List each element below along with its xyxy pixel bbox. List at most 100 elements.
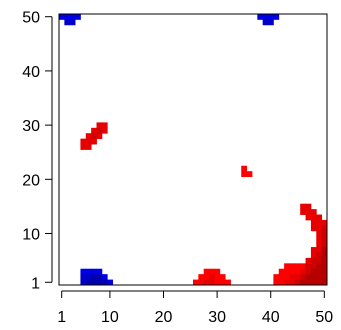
- heatmap-cell: [96, 127, 103, 134]
- heatmap-cell: [310, 247, 317, 253]
- heatmap-cell: [284, 279, 290, 286]
- heatmap-cell: [273, 279, 280, 286]
- heatmap-cell: [289, 274, 296, 280]
- heatmap-cell: [107, 279, 113, 286]
- heatmap-cell: [316, 274, 323, 280]
- y-tick-label: 1: [31, 275, 40, 292]
- heatmap-cell: [321, 236, 328, 243]
- heatmap-cell: [321, 230, 328, 237]
- heatmap-cell: [300, 203, 306, 210]
- heatmap-cell: [203, 279, 210, 286]
- heatmap-cell: [316, 257, 323, 264]
- heatmap-cell: [321, 268, 328, 275]
- heatmap-cell: [316, 247, 323, 253]
- heatmap-cell: [284, 268, 290, 275]
- heatmap-cell: [305, 263, 312, 270]
- heatmap-cell: [69, 14, 76, 20]
- heatmap-cell: [101, 274, 108, 280]
- heatmap-cell: [80, 279, 87, 286]
- heatmap-cell: [59, 14, 65, 20]
- heatmap-cell: [321, 274, 328, 280]
- x-tick-label: 30: [208, 309, 226, 326]
- heatmap-cell: [101, 279, 108, 286]
- heatmap-cell: [85, 274, 92, 280]
- heatmap-cell: [80, 268, 87, 275]
- heatmap-cell: [80, 138, 87, 145]
- heatmap-cell: [284, 263, 290, 270]
- heatmap-cell: [96, 133, 103, 140]
- heatmap-cell: [198, 274, 205, 280]
- heatmap-cell: [96, 274, 103, 280]
- heatmap-cell: [85, 279, 92, 286]
- heatmap-cell: [310, 279, 317, 286]
- heatmap-cells: [59, 14, 328, 286]
- heatmap-cell: [321, 263, 328, 270]
- heatmap-cell: [310, 225, 317, 232]
- y-tick-label: 40: [22, 64, 40, 81]
- heatmap-cell: [85, 133, 92, 140]
- heatmap-cell: [305, 274, 312, 280]
- heatmap-cell: [316, 225, 323, 232]
- heatmap-cell: [262, 19, 269, 26]
- y-tick-label: 20: [22, 172, 40, 189]
- heatmap-cell: [96, 122, 103, 129]
- heatmap-cell: [225, 279, 231, 286]
- heatmap-cell: [316, 219, 323, 226]
- x-tick-label: 1: [57, 309, 66, 326]
- heatmap-cell: [214, 274, 221, 280]
- heatmap-cell: [300, 268, 306, 275]
- heatmap-cell: [101, 127, 108, 134]
- heatmap-cell: [310, 263, 317, 270]
- heatmap-cell: [305, 279, 312, 286]
- heatmap-cell: [321, 225, 328, 232]
- heatmap-cell: [219, 279, 226, 286]
- heatmap-cell: [75, 14, 81, 20]
- heatmap-cell: [257, 14, 264, 20]
- heatmap-cell: [305, 214, 312, 221]
- heatmap-cell: [321, 247, 328, 253]
- heatmap-cell: [294, 268, 301, 275]
- y-axis: 1 10 20 30 40 50: [22, 10, 53, 292]
- heatmap-cell: [321, 279, 328, 286]
- heatmap-cell: [300, 279, 306, 286]
- heatmap-cell: [305, 268, 312, 275]
- x-axis: 1 10 20 30 40 50: [57, 290, 333, 326]
- plot-frame: [58, 13, 328, 286]
- heatmap-cell: [316, 236, 323, 243]
- heatmap-cell: [219, 274, 226, 280]
- heatmap-cell: [96, 279, 103, 286]
- heatmap-cell: [289, 279, 296, 286]
- heatmap-cell: [310, 257, 317, 264]
- x-tick-label: 50: [315, 309, 333, 326]
- heatmap-cell: [91, 138, 97, 145]
- heatmap-cell: [203, 268, 210, 275]
- heatmap-cell: [305, 257, 312, 264]
- heatmap-cell: [91, 127, 97, 134]
- heatmap-cell: [85, 268, 92, 275]
- heatmap-cell: [310, 219, 317, 226]
- heatmap-cell: [316, 214, 323, 221]
- heatmap-cell: [284, 274, 290, 280]
- heatmap-cell: [268, 19, 274, 26]
- heatmap-cell: [294, 279, 301, 286]
- x-tick-label: 40: [262, 309, 280, 326]
- heatmap-cell: [300, 209, 306, 215]
- x-tick-label: 20: [155, 309, 173, 326]
- y-tick-label: 10: [22, 227, 40, 244]
- heatmap-cell: [273, 274, 280, 280]
- heatmap-cell: [321, 257, 328, 264]
- heatmap-cell: [80, 274, 87, 280]
- heatmap-cell: [268, 14, 274, 20]
- heatmap-cell: [310, 209, 317, 215]
- heatmap-cell: [262, 14, 269, 20]
- heatmap-cell: [316, 263, 323, 270]
- heatmap-cell: [64, 14, 71, 20]
- heatmap-cell: [193, 279, 199, 286]
- heatmap-cell: [310, 252, 317, 259]
- heatmap-cell: [241, 165, 247, 172]
- heatmap-cell: [273, 14, 280, 20]
- heatmap-cell: [316, 279, 323, 286]
- heatmap-cell: [294, 263, 301, 270]
- heatmap-cell: [246, 171, 253, 177]
